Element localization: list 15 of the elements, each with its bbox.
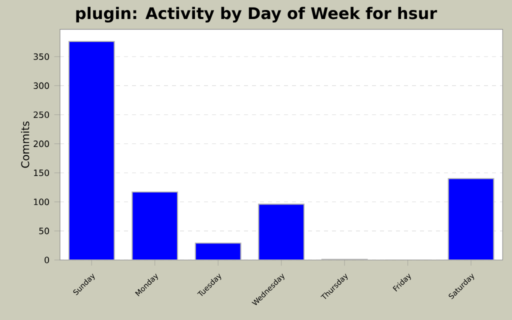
bar: [448, 178, 494, 260]
y-tick-label: 250: [34, 111, 50, 118]
bar: [132, 192, 178, 260]
y-tick-label: 150: [34, 170, 50, 176]
y-tick-label: 200: [34, 140, 50, 148]
y-tick-label: 350: [34, 53, 50, 60]
y-tick-label: 300: [34, 82, 50, 89]
chart-title: plugin: Activity by Day of Week for hsur: [76, 6, 438, 22]
y-tick-label: 100: [34, 198, 50, 206]
bar: [195, 243, 241, 260]
bar: [258, 204, 304, 260]
y-tick-label: 50: [39, 228, 50, 234]
y-axis-title: Commits: [20, 121, 30, 168]
bar: [68, 42, 114, 260]
y-tick-label: 0: [44, 256, 50, 264]
